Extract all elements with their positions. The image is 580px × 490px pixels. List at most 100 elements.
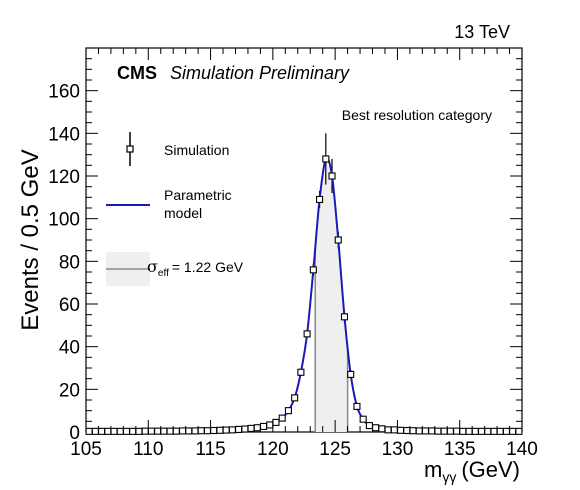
sigma-eff-band-shape [315,158,348,432]
data-point [359,415,367,423]
data-point [365,422,373,430]
y-tick-label: 60 [59,295,80,316]
sigma-subscript: eff [158,268,169,279]
data-point [403,426,411,435]
data-point [135,427,143,435]
data-point [322,155,330,163]
data-point [266,421,274,429]
data-point [515,427,523,435]
data-point [178,427,187,435]
data-point [446,427,454,435]
x-tick-label: 125 [319,439,351,460]
data-point [465,427,473,435]
data-point [160,427,168,435]
sigma-value: = 1.22 GeV [172,259,244,275]
data-point [353,402,361,410]
x-axis-label-sub: γγ [442,469,456,485]
data-point [340,313,349,321]
data-point [85,427,93,435]
simulation-points [85,155,523,435]
y-tick-label: 100 [48,210,80,231]
y-tick-label: 140 [48,124,80,145]
data-point [222,426,230,434]
data-point [272,418,280,426]
data-point [191,427,199,435]
data-point [122,427,131,435]
data-point [154,427,162,435]
legend-model-label-line2: model [164,205,202,221]
x-tick-labels: 105 110 115 120 125 130 135 140 [70,439,538,460]
data-point [141,427,149,435]
x-tick-label: 130 [382,439,414,460]
data-point [477,427,486,435]
legend-model: Parametric model [106,187,232,221]
data-point [259,422,268,431]
data-point [216,426,224,434]
data-point [203,427,212,435]
data-point [247,424,255,432]
data-point [210,426,218,435]
y-tick-label: 160 [48,82,80,103]
data-point [104,427,112,435]
data-point [378,425,386,433]
legend-model-label-line1: Parametric [164,187,232,203]
data-point [502,427,510,435]
y-tick-labels: 0 20 40 60 80 100 120 140 160 [48,82,80,444]
data-point [129,427,137,435]
x-axis-label-unit: (GeV) [461,457,520,482]
y-tick-label: 80 [59,252,80,273]
data-point [384,426,392,434]
data-point [372,424,380,432]
data-point [185,427,193,435]
data-point [316,195,324,204]
data-point [409,427,417,435]
axis-ticks [85,47,523,433]
x-tick-label: 135 [444,439,476,460]
x-axis-label: mγγ (GeV) [424,457,520,485]
data-point [471,427,479,435]
data-point [396,426,405,434]
data-point [428,427,436,435]
data-point [484,427,492,435]
data-point [334,236,342,244]
data-point [197,427,205,435]
legend-sigma-eff-label: σeff = 1.22 GeV [147,257,244,279]
plot-area [85,47,523,435]
data-point [278,414,286,422]
data-point [91,427,99,435]
sigma-symbol: σ [147,257,158,276]
y-tick-label: 40 [59,338,80,359]
data-point [172,427,180,435]
data-point [459,427,467,435]
category-label: Best resolution category [342,107,492,123]
data-point [291,394,299,402]
experiment-label: CMS [117,63,157,83]
data-point [390,426,398,434]
data-point [235,425,243,433]
data-point [434,427,442,435]
plot-frame [85,47,523,433]
y-tick-label: 0 [69,423,80,444]
data-point [228,426,236,434]
data-point [328,172,336,180]
x-tick-label: 140 [506,439,538,460]
x-tick-label: 115 [195,439,225,460]
x-tick-label: 105 [70,439,102,460]
data-point [147,427,155,435]
data-point [297,368,305,376]
data-point [509,427,517,435]
energy-label: 13 TeV [454,22,510,42]
y-tick-label: 120 [48,167,80,188]
data-point [415,427,423,435]
data-point [440,427,448,435]
y-tick-label: 20 [59,380,80,401]
data-point [253,424,261,432]
x-axis-label-main: m [424,457,442,482]
x-tick-label: 110 [133,439,163,460]
data-point [496,427,504,435]
data-point [309,266,317,274]
data-point [490,427,498,435]
data-point [166,427,174,435]
data-point [347,370,355,378]
